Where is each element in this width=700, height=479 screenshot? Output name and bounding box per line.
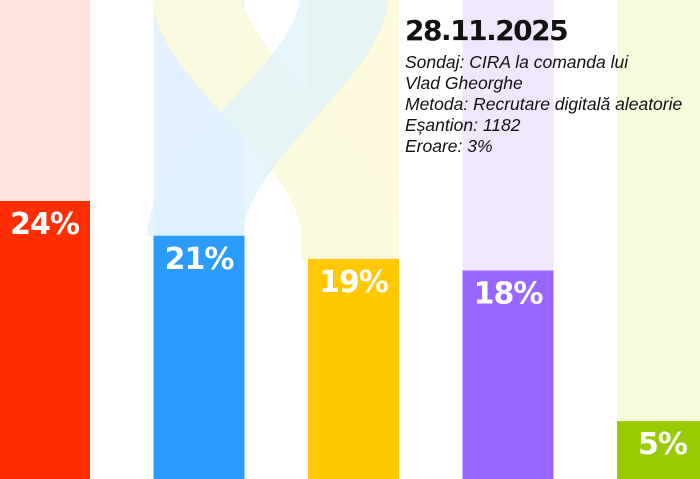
decorative-ribbon-layer [147,0,390,260]
poll-source-line-1: Sondaj: CIRA la comanda lui [405,52,629,72]
bar-value-label-3: 19% [319,265,389,300]
ribbon-blue [147,0,388,236]
poll-error-line: Eroare: 3% [405,136,493,156]
bar-4 [462,270,554,479]
bar-2 [153,235,245,479]
poll-info-block: 28.11.2025 Sondaj: CIRA la comanda lui V… [405,14,700,157]
bar-value-label-2: 21% [165,242,235,277]
bar-value-label-5: 5% [638,427,688,462]
bar-background-5 [617,0,700,422]
bar-value-label-1: 24% [10,207,80,242]
poll-sample-line: Eșantion: 1182 [405,115,521,135]
poll-date: 28.11.2025 [405,14,569,47]
bar-label-layer: 24% 21% 19% 18% 5% [10,207,689,462]
poll-method-line: Metoda: Recrutare digitală aleatorie [405,94,683,114]
bar-background-4 [462,0,554,271]
poll-source-line-2: Vlad Gheorghe [405,73,523,93]
bar-5 [617,421,700,479]
bar-1 [0,201,90,479]
bar-3 [308,258,399,479]
bar-background-1 [0,0,90,201]
bar-layer [0,201,700,479]
bar-value-label-4: 18% [474,277,544,312]
